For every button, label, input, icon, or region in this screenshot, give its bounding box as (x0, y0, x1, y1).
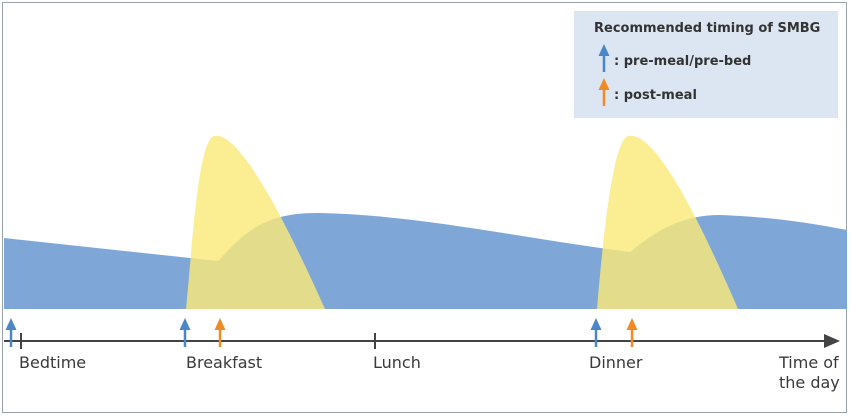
label-dinner: Dinner (589, 353, 643, 372)
breakfast-prandial-peak (186, 135, 325, 309)
legend: Recommended timing of SMBG : pre-meal/pr… (574, 11, 838, 118)
legend-title: Recommended timing of SMBG (594, 21, 820, 36)
label-time-of-day-line1: Time of (778, 353, 839, 372)
pre-bed-arrow-icon (5, 318, 17, 347)
legend-post-meal-label: : post-meal (614, 88, 697, 103)
pre-breakfast-arrow-icon (179, 318, 191, 347)
time-axis-arrowhead (824, 334, 840, 348)
label-lunch: Lunch (373, 353, 421, 372)
legend-pre-meal-label: : pre-meal/pre-bed (614, 54, 751, 69)
legend-background (574, 11, 838, 118)
legend-post-meal-arrow-icon (598, 78, 610, 106)
label-breakfast: Breakfast (186, 353, 262, 372)
legend-pre-meal-arrow-icon (598, 44, 610, 72)
post-dinner-arrow-icon (626, 318, 638, 347)
pre-dinner-arrow-icon (590, 318, 602, 347)
label-time-of-day-line2: the day (779, 373, 840, 392)
label-bedtime: Bedtime (19, 353, 86, 372)
post-breakfast-arrow-icon (214, 318, 226, 347)
dinner-prandial-peak (597, 135, 738, 309)
